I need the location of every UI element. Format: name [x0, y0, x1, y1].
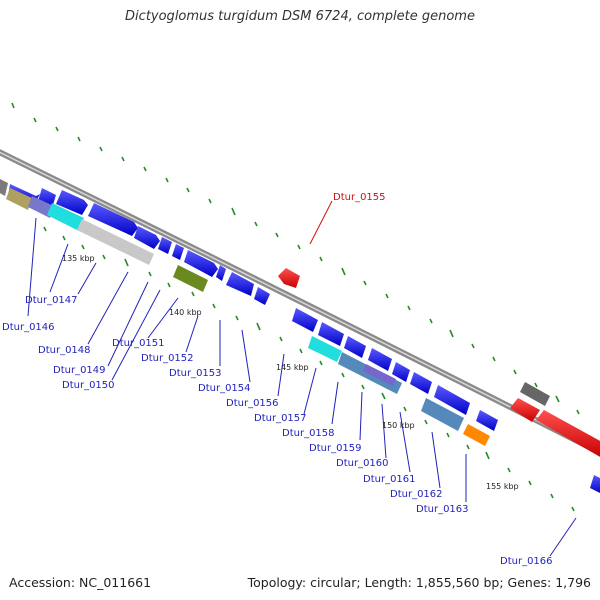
outer-tick-ring	[11, 102, 580, 415]
gene-arrow[interactable]	[134, 226, 160, 249]
gene-callout-lines	[27, 217, 577, 557]
scale-labels: 135 kbp 140 kbp 145 kbp 150 kbp 155 kbp	[62, 254, 519, 491]
gene-arrow[interactable]	[434, 385, 470, 415]
gene-arrow[interactable]	[158, 237, 172, 254]
gene-arrow[interactable]	[421, 398, 464, 431]
gene-arrow[interactable]	[56, 190, 88, 215]
genome-backbone	[0, 149, 600, 456]
gene-arrow[interactable]	[172, 244, 184, 260]
gene-label-dtur-0150[interactable]: Dtur_0150	[62, 380, 115, 391]
gene-arrow[interactable]	[226, 272, 254, 296]
gene-arrow[interactable]	[278, 268, 300, 288]
inner-tick-ring	[43, 226, 575, 512]
gene-label-dtur-0162[interactable]: Dtur_0162	[390, 489, 443, 500]
scale-label-150: 150 kbp	[382, 421, 415, 430]
gene-label-dtur-0146[interactable]: Dtur_0146	[2, 322, 55, 333]
map-title: Dictyoglomus turgidum DSM 6724, complete…	[125, 9, 475, 24]
gene-arrow[interactable]	[476, 410, 498, 431]
gene-label-dtur-0148[interactable]: Dtur_0148	[38, 345, 91, 356]
gene-label-dtur-0156[interactable]: Dtur_0156	[226, 398, 279, 409]
gene-arrow[interactable]	[590, 475, 600, 494]
gene-arrow[interactable]	[292, 308, 318, 332]
gene-arrow[interactable]	[88, 203, 138, 236]
gene-arrow[interactable]	[216, 265, 226, 281]
gene-arrow[interactable]	[47, 203, 84, 231]
gene-arrow[interactable]	[368, 348, 392, 371]
scale-label-135: 135 kbp	[62, 254, 95, 263]
gene-label-dtur-0155[interactable]: Dtur_0155	[333, 192, 386, 203]
gene-labels: Dtur_0146 Dtur_0147 Dtur_0148 Dtur_0149 …	[2, 192, 553, 567]
gene-arrow[interactable]	[254, 287, 270, 305]
gene-label-dtur-0153[interactable]: Dtur_0153	[169, 368, 222, 379]
reverse-strand-track	[278, 268, 600, 458]
gene-arrow[interactable]	[520, 382, 550, 406]
gene-label-dtur-0159[interactable]: Dtur_0159	[309, 443, 362, 454]
gene-arrow[interactable]	[410, 372, 432, 394]
gene-label-dtur-0163[interactable]: Dtur_0163	[416, 504, 469, 515]
forward-strand-track	[0, 178, 600, 494]
gene-label-dtur-0157[interactable]: Dtur_0157	[254, 413, 307, 424]
gene-arrow[interactable]	[318, 322, 344, 346]
scale-label-155: 155 kbp	[486, 482, 519, 491]
gene-arrow[interactable]	[173, 265, 208, 292]
gene-arrow[interactable]	[510, 398, 540, 422]
gene-label-dtur-0147[interactable]: Dtur_0147	[25, 295, 78, 306]
gene-arrow[interactable]	[77, 219, 154, 265]
gene-label-dtur-0158[interactable]: Dtur_0158	[282, 428, 335, 439]
gene-arrow[interactable]	[28, 196, 54, 218]
gene-arrow[interactable]	[6, 188, 32, 210]
gene-label-dtur-0166[interactable]: Dtur_0166	[500, 556, 553, 567]
gene-label-dtur-0152[interactable]: Dtur_0152	[141, 353, 194, 364]
gene-label-dtur-0161[interactable]: Dtur_0161	[363, 474, 416, 485]
gene-arrow[interactable]	[536, 410, 600, 458]
gene-arrow[interactable]	[308, 336, 342, 362]
gene-label-dtur-0154[interactable]: Dtur_0154	[198, 383, 251, 394]
scale-label-140: 140 kbp	[169, 308, 202, 317]
accession-label: Accession: NC_011661	[9, 575, 152, 590]
gene-arrow[interactable]	[463, 424, 490, 446]
genome-stats-label: Topology: circular; Length: 1,855,560 bp…	[247, 575, 591, 590]
gene-callout-line-red	[309, 200, 333, 245]
gene-label-dtur-0160[interactable]: Dtur_0160	[336, 458, 389, 469]
gene-arrow[interactable]	[344, 336, 366, 358]
gene-arrow[interactable]	[184, 250, 218, 277]
gene-arrow[interactable]	[363, 364, 396, 386]
gene-arrow[interactable]	[392, 362, 410, 382]
gene-arrow[interactable]	[0, 178, 8, 196]
scale-label-145: 145 kbp	[276, 363, 309, 372]
gene-label-dtur-0149[interactable]: Dtur_0149	[53, 365, 106, 376]
gene-label-dtur-0151[interactable]: Dtur_0151	[112, 338, 165, 349]
